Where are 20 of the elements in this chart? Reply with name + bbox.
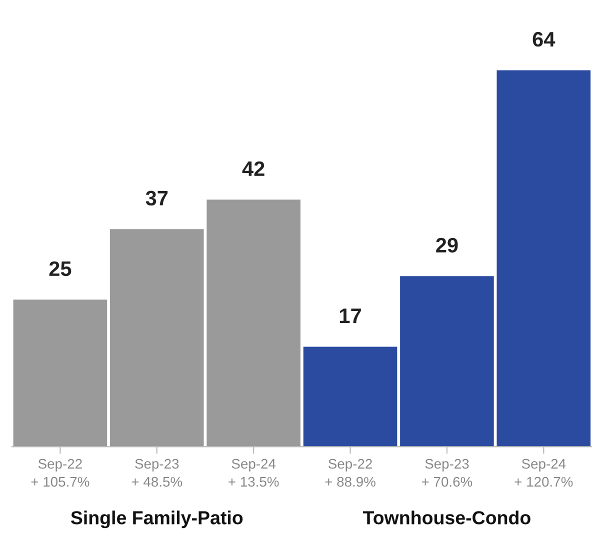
data-label: 42 (242, 161, 264, 176)
x-tick-label: Sep-24 + 120.7% (514, 458, 573, 487)
bar (303, 346, 398, 447)
bar (13, 300, 108, 447)
text: Townhouse-Condo (362, 510, 530, 524)
text: Single Family-Patio (70, 510, 243, 528)
x-tick-label: Sep-22 + 88.9% (325, 458, 376, 487)
bar (110, 229, 204, 447)
x-tick-label: Sep-22 + 105.7% (31, 458, 90, 487)
bar (496, 70, 591, 447)
bar (400, 276, 494, 447)
data-label: 37 (146, 190, 168, 206)
x-tick-label: Sep-23 + 48.5% (132, 458, 182, 487)
data-label: 29 (436, 238, 458, 253)
data-label: 17 (340, 308, 361, 323)
data-label: 64 (532, 32, 556, 47)
x-tick-label: Sep-24 + 13.5% (228, 458, 279, 487)
x-tick-label: Sep-23 + 70.6% (422, 458, 472, 487)
data-label: 25 (49, 261, 72, 276)
bar (206, 200, 300, 447)
